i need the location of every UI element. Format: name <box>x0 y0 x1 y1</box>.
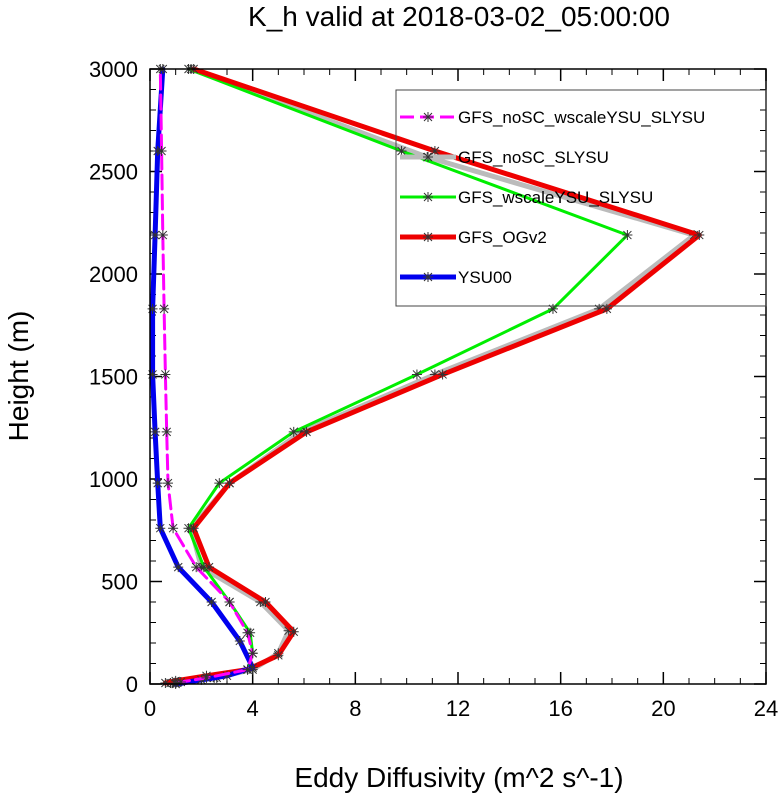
data-point-marker <box>396 146 407 156</box>
legend-label: YSU00 <box>458 268 512 287</box>
x-tick-label: 0 <box>144 696 156 721</box>
data-point-marker <box>423 232 433 242</box>
data-point-marker <box>622 230 633 241</box>
data-point-marker <box>437 369 448 380</box>
x-tick-label: 4 <box>247 696 259 721</box>
y-axis-label: Height (m) <box>3 311 34 442</box>
data-point-marker <box>152 478 163 489</box>
data-point-marker <box>157 230 168 241</box>
legend-label: GFS_noSC_SLYSU <box>458 148 609 167</box>
y-tick-label: 0 <box>126 672 138 697</box>
data-point-marker <box>601 303 612 314</box>
data-point-marker <box>423 112 433 122</box>
x-tick-label: 20 <box>651 696 675 721</box>
axis-ticks: 0 4 8 12 16 20 24 0 500 1000 1500 2000 2500 3000 <box>89 57 778 721</box>
legend-label: GFS_wscaleYSU_SLYSU <box>458 188 653 207</box>
data-point-marker <box>283 625 294 636</box>
data-point-marker <box>224 597 235 607</box>
data-point-marker <box>160 677 171 688</box>
legend-label: GFS_noSC_wscaleYSU_SLYSU <box>458 108 705 127</box>
data-point-marker <box>161 426 172 437</box>
y-tick-label: 500 <box>101 570 138 595</box>
data-point-marker <box>242 627 253 638</box>
data-point-marker <box>273 650 284 661</box>
y-tick-label: 1000 <box>89 467 138 492</box>
data-point-marker <box>694 230 705 241</box>
y-tick-label: 2000 <box>89 262 138 287</box>
data-point-marker <box>147 369 158 380</box>
series-line <box>158 67 255 685</box>
data-point-marker <box>288 626 299 637</box>
data-point-marker <box>175 676 186 687</box>
data-point-marker <box>168 523 179 534</box>
data-point-marker <box>150 426 161 437</box>
data-point-marker <box>162 478 173 489</box>
y-tick-label: 1500 <box>89 365 138 390</box>
data-point-marker <box>547 303 558 314</box>
data-point-marker <box>423 192 433 202</box>
x-tick-label: 24 <box>754 696 778 721</box>
data-point-marker <box>260 597 271 607</box>
data-point-marker <box>147 303 158 314</box>
data-point-marker <box>204 562 215 573</box>
data-point-marker <box>255 597 266 607</box>
data-point-marker <box>247 662 258 673</box>
y-tick-label: 3000 <box>89 57 138 82</box>
series-gfs-nosc-wscaleysu-slysu <box>155 64 258 688</box>
legend-box <box>395 89 767 307</box>
data-point-marker <box>429 146 440 156</box>
data-point-marker <box>191 562 202 573</box>
data-point-marker <box>150 230 161 241</box>
y-tick-label: 2500 <box>89 160 138 185</box>
data-point-marker <box>423 272 433 282</box>
data-point-marker <box>224 478 235 489</box>
data-point-marker <box>411 369 422 380</box>
x-tick-label: 16 <box>548 696 572 721</box>
data-point-marker <box>201 672 212 683</box>
legend-label: GFS_OGv2 <box>458 228 547 247</box>
data-point-marker <box>214 478 225 489</box>
x-tick-label: 12 <box>446 696 470 721</box>
data-point-marker <box>247 648 258 659</box>
data-point-marker <box>188 523 199 534</box>
data-point-marker <box>159 303 170 314</box>
chart-title: K_h valid at 2018-03-02_05:00:00 <box>248 1 670 32</box>
data-point-marker <box>288 426 299 437</box>
data-point-marker <box>429 369 440 380</box>
series-layer <box>147 64 705 689</box>
data-point-marker <box>155 523 166 534</box>
data-point-marker <box>301 426 312 437</box>
data-point-marker <box>594 303 605 314</box>
data-point-marker <box>234 635 245 646</box>
x-axis-label: Eddy Diffusivity (m^2 s^-1) <box>294 762 623 793</box>
data-point-marker <box>173 562 184 573</box>
data-point-marker <box>242 664 253 675</box>
data-point-marker <box>198 562 209 573</box>
legend: GFS_noSC_wscaleYSU_SLYSU GFS_noSC_SLYSU GF… <box>395 89 767 307</box>
data-point-marker <box>160 369 171 380</box>
data-point-marker <box>222 670 232 681</box>
data-point-marker <box>423 152 433 162</box>
plot-frame <box>149 68 767 685</box>
data-point-marker <box>183 523 194 534</box>
x-tick-label: 8 <box>349 696 361 721</box>
data-point-marker <box>156 146 167 156</box>
data-point-marker <box>206 597 217 607</box>
data-point-marker <box>296 426 307 437</box>
data-point-marker <box>170 677 181 688</box>
